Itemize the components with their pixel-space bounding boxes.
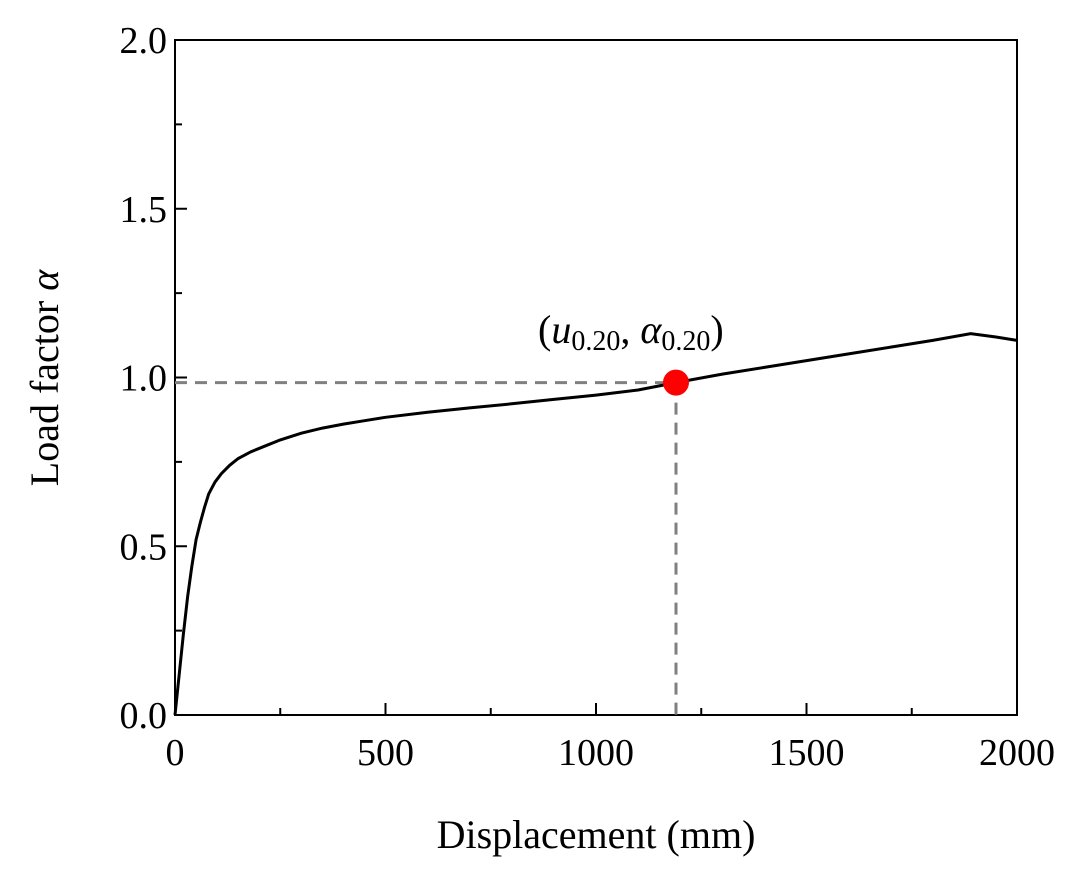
y-axis-title: Load factor α — [22, 269, 67, 486]
x-tick-label: 500 — [357, 732, 414, 774]
label-separator: , — [620, 307, 640, 352]
marked-point — [662, 369, 689, 396]
x-tick-label: 2000 — [979, 732, 1055, 774]
y-tick-label: 2.0 — [120, 20, 168, 62]
y-axis-title-symbol: α — [22, 269, 67, 291]
label-u-subscript: 0.20 — [571, 326, 620, 357]
x-tick-label: 0 — [166, 732, 185, 774]
label-alpha-subscript: 0.20 — [661, 326, 710, 357]
x-axis-tick-labels: 0 500 1000 1500 2000 — [166, 732, 1056, 774]
label-u: u — [551, 307, 571, 352]
y-axis-ticks — [175, 39, 187, 716]
label-close-paren: ) — [710, 307, 723, 352]
label-alpha: α — [640, 307, 662, 352]
x-tick-label: 1000 — [558, 732, 634, 774]
plot-frame — [174, 39, 1018, 716]
y-tick-label: 1.5 — [120, 189, 168, 231]
x-axis-ticks — [174, 703, 1018, 715]
y-axis-title-text: Load factor — [22, 291, 67, 486]
label-open-paren: ( — [538, 307, 551, 352]
y-tick-label: 0.5 — [120, 526, 168, 568]
y-tick-label: 0.0 — [120, 695, 168, 737]
x-axis-title: Displacement (mm) — [437, 812, 756, 857]
marked-point-label: (u0.20, α0.20) — [538, 307, 724, 357]
load-displacement-curve — [173, 332, 1018, 716]
x-tick-label: 1500 — [769, 732, 845, 774]
y-axis-tick-labels: 0.0 0.5 1.0 1.5 2.0 — [120, 20, 168, 737]
y-tick-label: 1.0 — [120, 358, 168, 400]
